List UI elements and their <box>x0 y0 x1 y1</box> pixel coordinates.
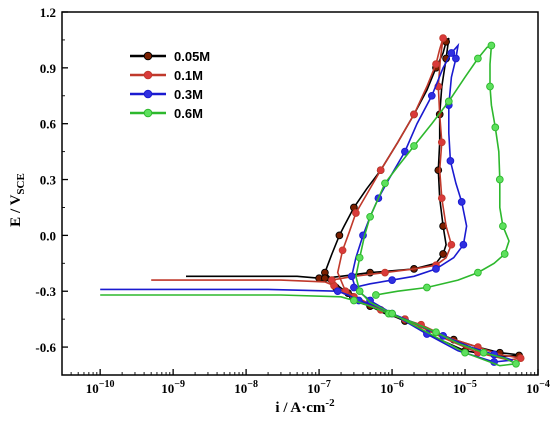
legend-label: 0.1M <box>174 68 203 83</box>
x-tick-label: 10−9 <box>161 379 185 396</box>
data-point <box>423 283 431 292</box>
data-point <box>338 246 347 255</box>
data-point <box>350 283 358 292</box>
legend: 0.05M 0.1M 0.3M 0.6M <box>130 49 210 121</box>
legend-label: 0.6M <box>174 106 203 121</box>
series-layer <box>100 34 525 368</box>
series-0.1M <box>151 34 525 363</box>
y-tick-label: 1.2 <box>40 5 56 20</box>
data-point <box>447 240 456 249</box>
data-point <box>446 157 455 165</box>
x-axis-label: i / A·cm-2 <box>275 397 335 416</box>
data-point <box>355 287 364 296</box>
data-point <box>457 198 466 206</box>
legend-entry: 0.05M <box>130 49 210 64</box>
data-point <box>437 194 446 203</box>
legend-entry: 0.1M <box>130 68 203 83</box>
x-tick-label: 10−10 <box>86 379 115 396</box>
data-point <box>487 41 496 50</box>
data-point <box>347 272 356 281</box>
y-tick-label: 0.0 <box>40 228 56 243</box>
data-point <box>328 276 336 284</box>
series-line-0.05M <box>186 37 520 358</box>
legend-entry: 0.3M <box>130 87 203 102</box>
data-point <box>500 250 509 258</box>
y-tick-label: 0.9 <box>40 61 57 76</box>
data-point <box>439 34 447 42</box>
data-point <box>388 276 396 284</box>
y-axis-label: E / VSCE <box>8 173 27 227</box>
data-point <box>355 253 364 262</box>
data-point <box>321 274 329 283</box>
legend-marker <box>143 89 153 99</box>
x-tick-label: 10−8 <box>234 379 258 396</box>
y-tick-label: 0.6 <box>40 117 57 132</box>
x-tick-label: 10−4 <box>526 379 550 396</box>
data-point <box>366 296 374 305</box>
data-point <box>366 212 374 221</box>
data-point <box>401 147 409 156</box>
x-tick-label: 10−7 <box>307 379 331 396</box>
data-point <box>427 91 436 100</box>
data-point <box>516 354 525 363</box>
data-point <box>479 348 488 357</box>
data-point <box>372 291 380 299</box>
data-point <box>486 82 494 91</box>
data-point <box>439 250 447 258</box>
data-point <box>474 268 482 277</box>
legend-marker <box>143 51 153 61</box>
data-point <box>512 359 520 368</box>
data-point <box>432 60 440 68</box>
data-point <box>352 209 360 217</box>
data-point <box>495 175 504 184</box>
data-point <box>381 268 389 277</box>
series-0.05M <box>186 37 523 360</box>
series-line-0.1M <box>151 37 521 361</box>
data-point <box>376 166 385 175</box>
data-point <box>499 222 507 230</box>
series-0.6M <box>100 41 520 368</box>
data-point <box>452 54 460 63</box>
y-tick-label: -0.6 <box>35 340 56 355</box>
data-point <box>333 287 342 296</box>
data-point <box>388 309 396 318</box>
x-tick-label: 10−5 <box>453 379 477 396</box>
data-point <box>459 240 468 249</box>
data-point <box>491 123 500 132</box>
legend-label: 0.05M <box>174 49 210 64</box>
data-point <box>410 142 418 150</box>
y-tick-label: -0.3 <box>35 284 56 299</box>
ticks-layer: 10−10 10−9 10−8 10−7 10−6 10−5 10−4 1.2 0.9 0.6 0.… <box>35 5 549 396</box>
plot-frame <box>61 11 539 376</box>
data-point <box>432 328 440 337</box>
data-point <box>335 231 344 240</box>
data-point <box>461 348 469 357</box>
data-point <box>350 296 358 305</box>
data-point <box>474 54 482 63</box>
legend-entry: 0.6M <box>130 106 203 121</box>
data-point <box>437 138 446 147</box>
data-point <box>410 110 418 119</box>
x-tick-label: 10−6 <box>380 379 404 396</box>
legend-label: 0.3M <box>174 87 203 102</box>
data-point <box>447 49 456 57</box>
legend-marker <box>143 108 153 118</box>
data-point <box>444 97 453 106</box>
data-point <box>432 265 440 273</box>
data-point <box>381 179 389 188</box>
legend-marker <box>143 70 153 80</box>
y-tick-label: 0.3 <box>40 173 57 188</box>
